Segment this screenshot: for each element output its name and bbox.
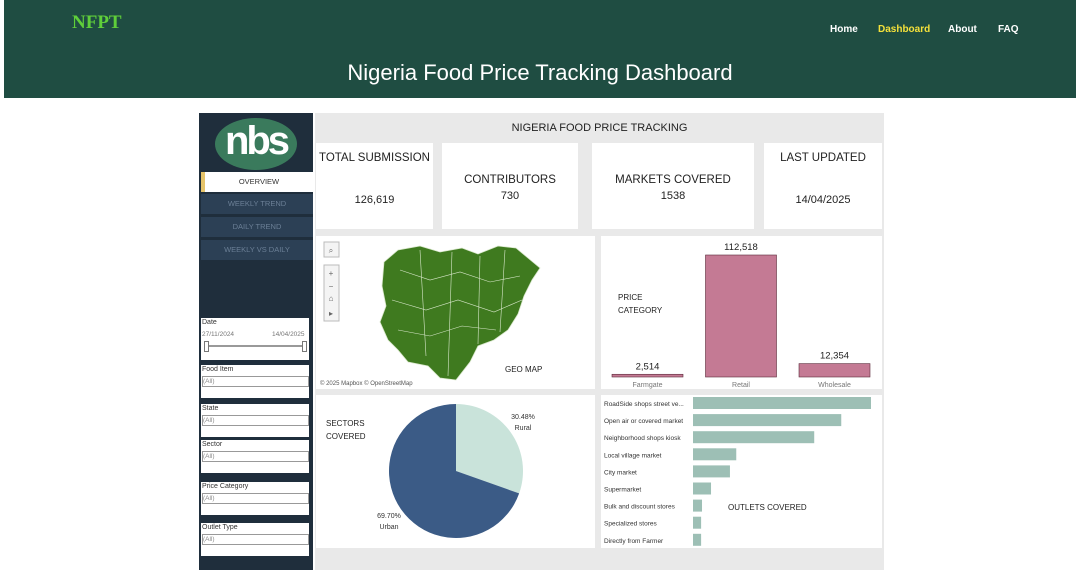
category-label: Neighborhood shops kiosk <box>604 435 681 442</box>
date-end: 14/04/2025 <box>272 331 305 338</box>
chart-title: OUTLETS COVERED <box>728 503 807 512</box>
slice-category: Urban <box>379 524 398 531</box>
kpi-label: CONTRIBUTORS <box>464 174 556 186</box>
state-borders <box>391 249 523 377</box>
map-title: GEO MAP <box>505 365 543 374</box>
page-title: Nigeria Food Price Tracking Dashboard <box>347 60 733 85</box>
menu-item[interactable]: WEEKLY VS DAILY <box>201 240 313 260</box>
nbs-logo: nbs <box>224 119 290 163</box>
map-controls[interactable] <box>323 241 340 322</box>
category-label: Retail <box>732 382 750 389</box>
bar <box>693 397 871 409</box>
kpi-value: 126,619 <box>354 194 395 206</box>
kpi-card: TOTAL SUBMISSION 126,619 <box>316 143 433 229</box>
category-label: RoadSide shops street ve... <box>604 401 684 408</box>
kpi-value: 1538 <box>660 190 686 202</box>
slider-handle[interactable] <box>204 341 209 352</box>
nav-link[interactable]: Home <box>830 24 858 35</box>
filter-label: Food Item <box>202 366 234 373</box>
kpi-card: MARKETS COVERED 1538 <box>592 143 754 229</box>
menu-item[interactable]: OVERVIEW <box>201 172 313 192</box>
filter-dropdown[interactable]: (All) <box>202 376 309 387</box>
bar <box>693 431 815 444</box>
bar <box>705 254 777 378</box>
date-start: 27/11/2024 <box>202 331 235 338</box>
filter-dropdown[interactable]: (All) <box>202 534 309 545</box>
bar <box>611 373 684 378</box>
logo-area: nbs <box>199 113 313 173</box>
chart-title: SECTORS COVERED <box>326 419 366 441</box>
bar <box>693 448 737 461</box>
category-label: Farmgate <box>633 382 663 389</box>
control-icon[interactable]: − <box>329 282 334 291</box>
value-label: 2,514 <box>636 361 660 372</box>
date-slider[interactable] <box>206 345 306 347</box>
bar <box>693 516 702 529</box>
pie-slice <box>456 404 524 494</box>
value-label: 12,354 <box>820 351 849 362</box>
kpi-label: MARKETS COVERED <box>615 174 731 186</box>
kpi-card: LAST UPDATED 14/04/2025 <box>764 143 882 229</box>
filter-label: Date <box>202 319 217 326</box>
menu-item[interactable]: WEEKLY TREND <box>201 194 313 214</box>
filter-label: Sector <box>202 441 223 448</box>
category-label: Local village market <box>604 452 662 459</box>
category-label: Bulk and discount stores <box>604 504 676 511</box>
kpi-value: 730 <box>500 190 520 202</box>
filter-label: Price Category <box>202 483 249 490</box>
header <box>4 0 1076 98</box>
category-label: City market <box>604 469 637 476</box>
pie-slice <box>389 404 520 538</box>
bar <box>798 363 871 378</box>
search-button[interactable] <box>323 241 340 258</box>
category-label: Open air or covered market <box>604 418 683 425</box>
filter-box <box>201 318 309 360</box>
value-label: 112,518 <box>724 242 758 253</box>
zoom-controls[interactable] <box>323 264 340 322</box>
category-label: Supermarket <box>604 487 641 494</box>
category-label: Wholesale <box>818 382 851 389</box>
chart-title: PRICE CATEGORY <box>618 293 663 315</box>
nav-link[interactable]: FAQ <box>998 24 1019 35</box>
kpi-card: CONTRIBUTORS 730 <box>442 143 578 229</box>
dashboard-title: NIGERIA FOOD PRICE TRACKING <box>511 122 688 134</box>
bar <box>693 414 842 427</box>
slice-category: Rural <box>515 425 532 432</box>
filter-dropdown[interactable]: (All) <box>202 451 309 462</box>
control-icon[interactable]: ⌂ <box>329 294 334 303</box>
bar <box>693 465 730 478</box>
filter-dropdown[interactable]: (All) <box>202 493 309 504</box>
kpi-value: 14/04/2025 <box>795 194 851 206</box>
filter-label: State <box>202 405 219 412</box>
bar <box>693 499 703 512</box>
kpi-label: TOTAL SUBMISSION <box>319 152 430 164</box>
map-attribution: © 2025 Mapbox © OpenStreetMap <box>320 381 413 387</box>
control-icon[interactable]: ▸ <box>329 309 333 318</box>
brand-logo[interactable]: NFPT <box>72 12 122 33</box>
control-icon[interactable]: ⌕ <box>329 246 333 255</box>
kpi-label: LAST UPDATED <box>780 152 866 164</box>
category-label: Directly from Farmer <box>604 538 664 545</box>
category-label: Specialized stores <box>604 521 657 528</box>
filter-label: Outlet Type <box>202 524 238 531</box>
filter-dropdown[interactable]: (All) <box>202 415 309 426</box>
bar <box>693 482 712 495</box>
nigeria-map[interactable] <box>379 245 541 381</box>
nav-link[interactable]: About <box>948 24 977 35</box>
slider-handle[interactable] <box>302 341 307 352</box>
control-icon[interactable]: + <box>329 269 334 278</box>
bar <box>693 533 702 546</box>
slice-label: 30.48% <box>511 414 535 421</box>
menu-item[interactable]: DAILY TREND <box>201 217 313 237</box>
slice-label: 69.70% <box>377 513 401 520</box>
nav-link[interactable]: Dashboard <box>878 24 931 35</box>
